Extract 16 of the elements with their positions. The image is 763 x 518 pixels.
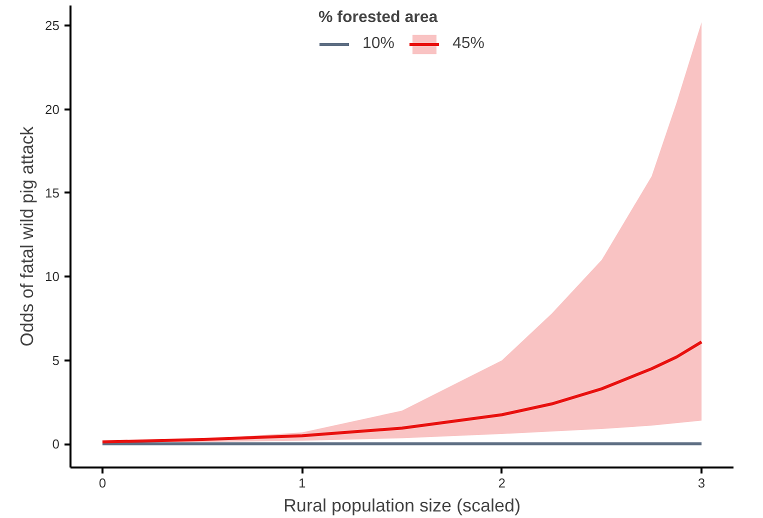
y-tick-label: 20 [45,102,60,117]
legend-label: 10% [362,35,394,53]
y-tick-label: 10 [45,269,60,284]
y-tick-label: 25 [45,18,60,34]
x-axis-title: Rural population size (scaled) [283,496,521,516]
y-tick-label: 15 [45,185,60,200]
legend-label: 45% [452,35,485,53]
x-tick-label: 2 [498,476,506,490]
y-axis-title: Odds of fatal wild pig attack [17,125,38,347]
y-tick-label: 5 [52,352,60,368]
x-tick-label: 3 [698,476,706,490]
x-tick-label: 0 [98,476,106,490]
legend-title: % forested area [318,9,439,27]
x-tick-label: 1 [298,476,306,490]
y-tick-label: 0 [52,436,60,452]
line-series [100,340,704,444]
